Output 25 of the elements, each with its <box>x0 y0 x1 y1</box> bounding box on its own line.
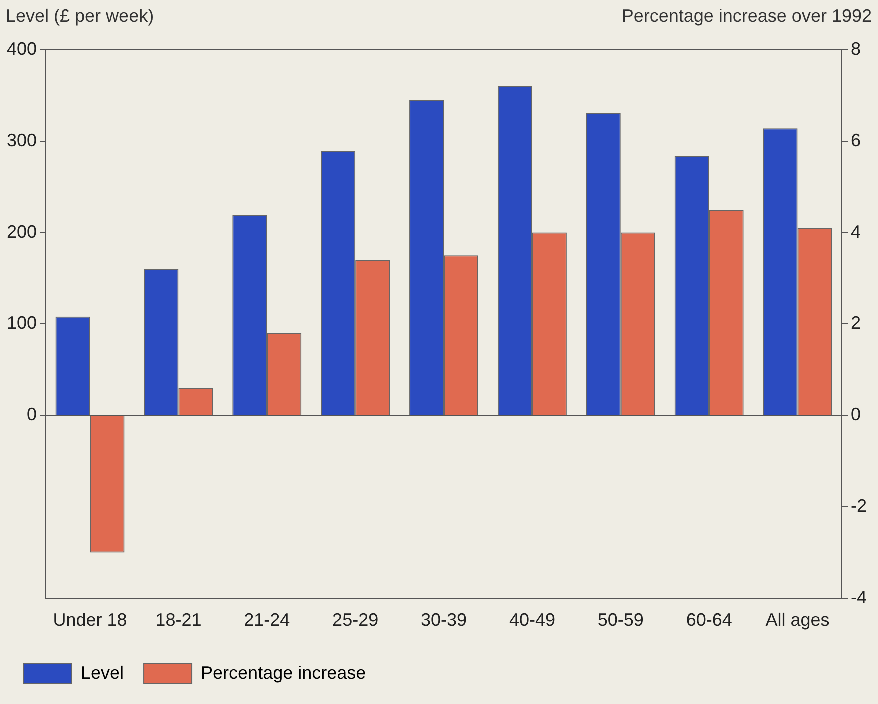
y2-tick-label: -2 <box>850 496 868 516</box>
x-tick-label: 40-49 <box>509 610 556 630</box>
y-axis-title: Level (£ per week) <box>6 6 154 27</box>
y2-axis-title: Percentage increase over 1992 <box>622 6 872 27</box>
y-tick-label: 200 <box>6 222 38 242</box>
y-tick-label: 300 <box>6 130 38 150</box>
y-tick-label: 100 <box>6 313 38 334</box>
x-tick-label: All ages <box>766 610 830 630</box>
y-tick-label: 400 <box>6 38 38 59</box>
y2-tick-label: 4 <box>850 222 862 242</box>
y2-tick-label: 0 <box>850 404 862 425</box>
x-tick-label: 25-29 <box>332 610 379 630</box>
x-tick-label: 21-24 <box>244 610 290 630</box>
x-tick-label: 18-21 <box>156 610 202 630</box>
y2-tick-label: -4 <box>850 587 868 608</box>
x-tick-label: 50-59 <box>598 610 644 630</box>
y2-tick-label: 2 <box>850 313 862 334</box>
y-tick-label: 0 <box>27 404 38 425</box>
x-tick-label: Under 18 <box>53 610 128 630</box>
x-tick-label: 30-39 <box>420 610 468 630</box>
y2-tick-label: 8 <box>850 38 862 59</box>
y2-tick-label: 6 <box>850 130 862 150</box>
legend-label: Level <box>81 662 124 683</box>
legend-label: Percentage increase <box>201 662 366 683</box>
x-tick-label: 60-64 <box>686 610 732 630</box>
